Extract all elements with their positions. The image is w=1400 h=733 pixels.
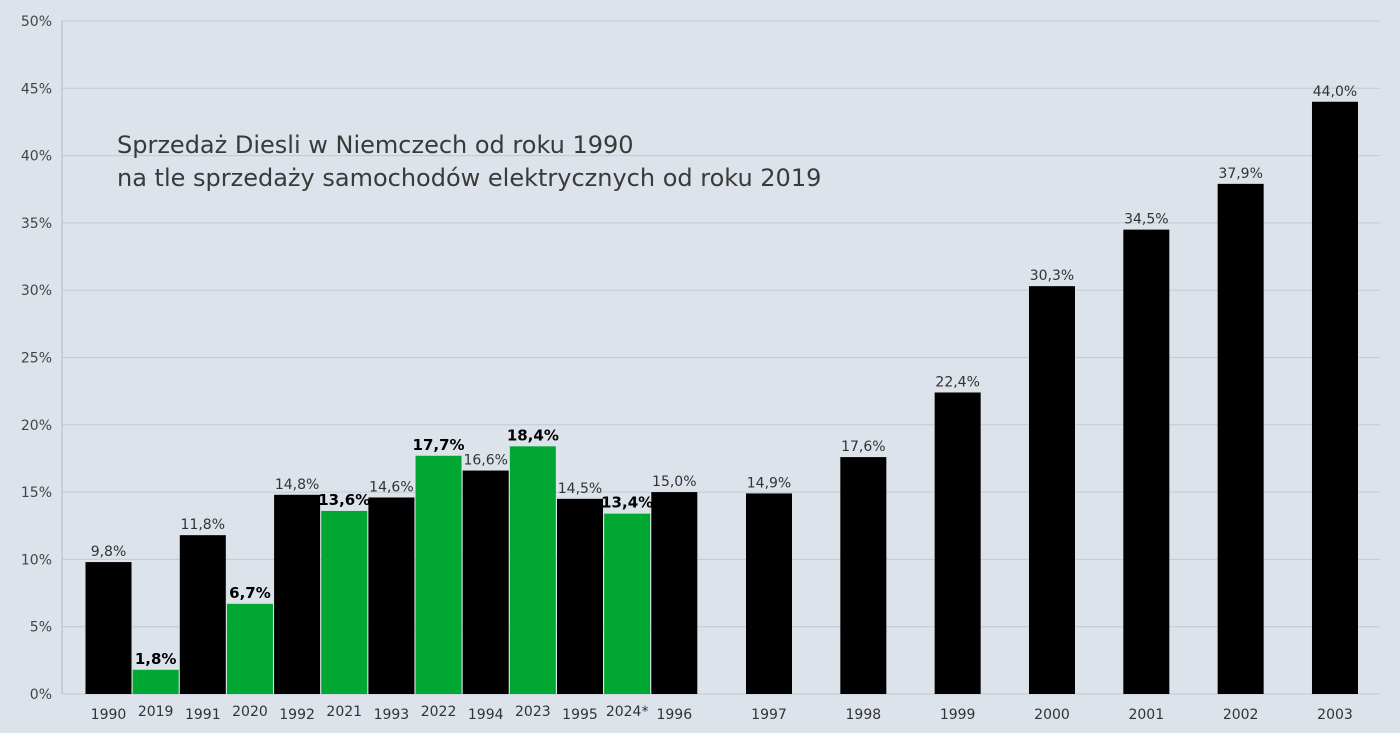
- data-label: 11,8%: [181, 517, 225, 533]
- bar-electric: [415, 455, 462, 694]
- x-tick-label: 2023: [515, 704, 551, 720]
- y-tick-label: 35%: [21, 216, 52, 232]
- bar-diesel: [462, 470, 509, 694]
- x-tick-label: 2000: [1034, 707, 1070, 723]
- bar-diesel: [651, 492, 698, 694]
- data-label: 15,0%: [652, 474, 696, 490]
- data-label: 14,5%: [558, 481, 602, 497]
- bar-diesel: [934, 392, 981, 694]
- data-label: 37,9%: [1218, 166, 1262, 182]
- x-tick-label: 2021: [326, 704, 362, 720]
- data-label: 14,8%: [275, 477, 319, 493]
- x-tick-label: 1994: [468, 707, 504, 723]
- data-label: 17,7%: [413, 436, 465, 454]
- x-tick-label: 1993: [374, 707, 410, 723]
- x-tick-label: 2024*: [606, 704, 649, 720]
- bar-diesel: [1311, 101, 1358, 694]
- y-tick-label: 10%: [21, 552, 52, 568]
- bar-diesel: [368, 497, 415, 694]
- x-tick-label: 1990: [91, 707, 127, 723]
- data-label: 1,8%: [135, 650, 177, 668]
- data-label: 34,5%: [1124, 212, 1168, 228]
- bar-electric: [509, 446, 556, 694]
- data-label: 22,4%: [935, 374, 979, 390]
- chart-title: Sprzedaż Diesli w Niemczech od roku 1990: [117, 131, 634, 159]
- y-tick-label: 0%: [30, 687, 52, 703]
- bar-diesel: [840, 457, 887, 694]
- bar-diesel: [746, 493, 792, 694]
- bar-diesel: [85, 562, 132, 694]
- bar-diesel: [557, 498, 603, 694]
- x-tick-label: 1996: [656, 707, 692, 723]
- y-tick-label: 40%: [21, 149, 52, 165]
- bar-diesel: [1028, 286, 1075, 694]
- x-tick-label: 2019: [138, 704, 174, 720]
- data-label: 44,0%: [1313, 84, 1357, 100]
- bar-electric: [321, 510, 368, 694]
- data-label: 18,4%: [507, 426, 559, 444]
- data-label: 30,3%: [1030, 268, 1074, 284]
- x-tick-label: 2002: [1223, 707, 1259, 723]
- data-label: 13,6%: [318, 491, 370, 509]
- data-label: 16,6%: [463, 453, 507, 469]
- y-tick-label: 30%: [21, 283, 52, 299]
- y-tick-label: 15%: [21, 485, 52, 501]
- x-tick-label: 2020: [232, 704, 268, 720]
- x-tick-label: 1991: [185, 707, 221, 723]
- bar-electric: [226, 603, 273, 694]
- bar-electric: [132, 669, 179, 694]
- bar-diesel: [1123, 229, 1170, 694]
- x-tick-label: 1995: [562, 707, 598, 723]
- bar-electric: [604, 513, 651, 694]
- y-tick-label: 20%: [21, 418, 52, 434]
- x-tick-label: 2022: [421, 704, 457, 720]
- x-tick-label: 1998: [846, 707, 882, 723]
- bar-diesel: [274, 494, 321, 694]
- data-label: 14,9%: [747, 475, 791, 491]
- chart-title-block: Sprzedaż Diesli w Niemczech od roku 1990…: [117, 129, 821, 195]
- x-tick-label: 1997: [751, 707, 787, 723]
- data-label: 6,7%: [229, 584, 271, 602]
- data-label: 17,6%: [841, 439, 885, 455]
- x-tick-label: 1992: [279, 707, 315, 723]
- data-label: 9,8%: [91, 544, 127, 560]
- x-tick-label: 1999: [940, 707, 976, 723]
- y-tick-label: 50%: [21, 14, 52, 30]
- y-tick-label: 45%: [21, 81, 52, 97]
- chart-subtitle: na tle sprzedaży samochodów elektrycznyc…: [117, 164, 822, 192]
- data-label: 14,6%: [369, 479, 413, 495]
- bars: [85, 101, 1358, 694]
- x-tick-label: 2003: [1317, 707, 1353, 723]
- y-tick-label: 25%: [21, 351, 52, 367]
- bar-diesel: [179, 535, 226, 694]
- x-tick-label: 2001: [1128, 707, 1164, 723]
- y-tick-label: 5%: [30, 620, 52, 636]
- bar-diesel: [1217, 183, 1264, 694]
- data-label: 13,4%: [601, 494, 653, 512]
